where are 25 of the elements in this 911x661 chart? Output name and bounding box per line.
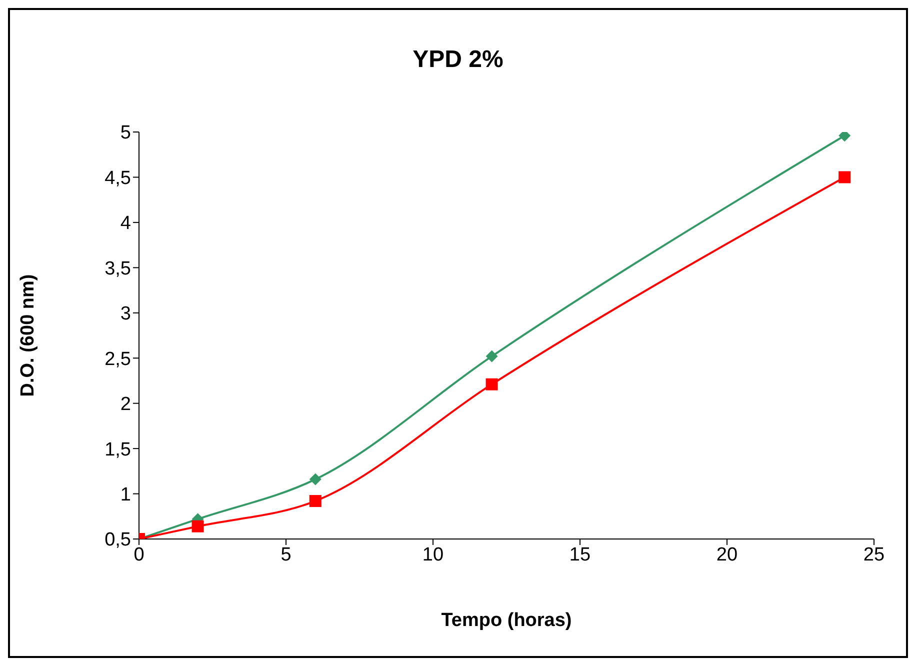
x-tick-label: 20 xyxy=(716,544,738,566)
point xyxy=(838,171,851,184)
y-tick-label: 1,5 xyxy=(104,439,131,460)
point xyxy=(309,473,322,486)
chart-title: YPD 2% xyxy=(412,46,504,74)
y-tick-label: 0,5 xyxy=(104,530,131,551)
y-tick-label: 3,5 xyxy=(104,258,131,280)
x-axis-title: Tempo (horas) xyxy=(441,610,572,631)
y-tick-label: 4 xyxy=(120,213,132,234)
y-tick-label: 2,5 xyxy=(104,348,131,370)
y-tick-label: 2 xyxy=(120,394,131,416)
y-tick-label: 5 xyxy=(120,122,131,144)
x-tick-label: 5 xyxy=(280,544,292,566)
point xyxy=(486,350,498,362)
y-tick-label: 3 xyxy=(120,304,131,325)
x-tick-label: 15 xyxy=(569,544,591,566)
point xyxy=(192,520,204,532)
x-tick-label: 25 xyxy=(863,544,885,566)
y-tick-label: 1 xyxy=(120,484,131,506)
x-tick-label: 10 xyxy=(422,544,444,566)
point xyxy=(486,378,498,390)
y-axis-title: D.O. (600 nm) xyxy=(18,274,39,397)
point xyxy=(309,495,322,508)
x-tick-label: 0 xyxy=(134,544,144,566)
y-tick-label: 4,5 xyxy=(104,168,131,189)
